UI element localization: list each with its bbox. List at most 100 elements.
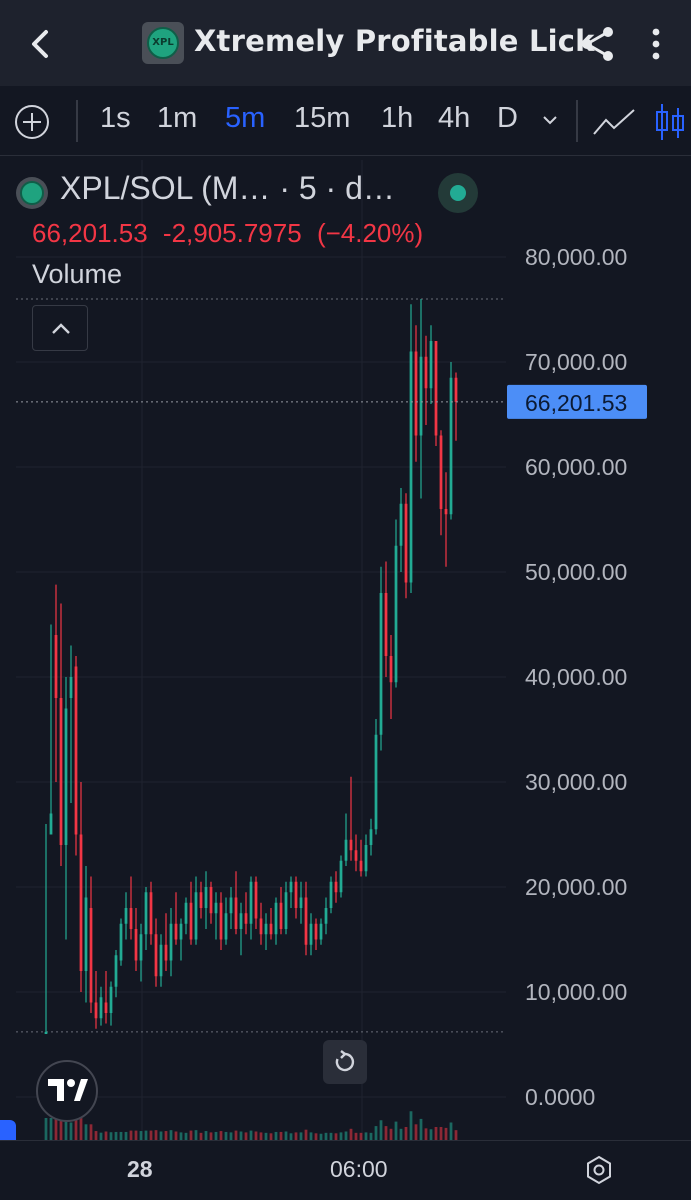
volume-bar bbox=[434, 1127, 438, 1140]
token-logo-small bbox=[16, 177, 48, 209]
y-axis-tick-label: 10,000.00 bbox=[525, 979, 627, 1005]
volume-bar bbox=[274, 1131, 278, 1140]
volume-bar bbox=[419, 1118, 423, 1140]
tradingview-logo-icon[interactable] bbox=[36, 1060, 98, 1122]
candle-body bbox=[359, 860, 363, 872]
candle-body bbox=[454, 377, 458, 402]
symbol-legend[interactable]: XPL/SOL (M… · 5 · d… bbox=[60, 170, 395, 206]
candle-body bbox=[109, 986, 113, 1013]
timeframe-4h[interactable]: 4h bbox=[438, 102, 471, 134]
more-vertical-icon[interactable] bbox=[646, 24, 666, 64]
time-label-0600: 06:00 bbox=[330, 1156, 388, 1182]
volume-bar bbox=[374, 1126, 378, 1140]
volume-bar bbox=[174, 1131, 178, 1140]
volume-bar bbox=[209, 1132, 213, 1140]
market-status-indicator[interactable] bbox=[438, 173, 478, 213]
volume-bar bbox=[369, 1132, 373, 1140]
candle-body bbox=[424, 356, 428, 389]
y-axis-tick-label: 40,000.00 bbox=[525, 664, 627, 690]
status-dot bbox=[450, 185, 466, 201]
candle-body bbox=[179, 923, 183, 940]
candle-body bbox=[49, 813, 53, 835]
share-icon[interactable] bbox=[578, 24, 618, 64]
candlestick-icon[interactable] bbox=[654, 102, 684, 142]
volume-bar bbox=[194, 1130, 198, 1140]
candle-body bbox=[169, 923, 173, 961]
candle-body bbox=[79, 834, 83, 971]
volume-bar bbox=[44, 1118, 48, 1140]
reset-chart-button[interactable] bbox=[323, 1040, 367, 1084]
candle-body bbox=[334, 881, 338, 893]
volume-bar bbox=[299, 1132, 303, 1140]
volume-bar bbox=[144, 1130, 148, 1140]
back-chevron-icon[interactable] bbox=[22, 24, 56, 64]
candle-body bbox=[189, 902, 193, 940]
volume-bar bbox=[409, 1111, 413, 1140]
timeframe-1s[interactable]: 1s bbox=[100, 102, 131, 134]
candle-body bbox=[409, 351, 413, 583]
timeframe-5m[interactable]: 5m bbox=[225, 102, 266, 134]
settings-icon[interactable] bbox=[584, 1155, 614, 1185]
candle-body bbox=[309, 923, 313, 945]
volume-bar bbox=[69, 1122, 73, 1140]
candle-body bbox=[99, 997, 103, 1019]
volume-bar bbox=[254, 1131, 258, 1140]
time-axis[interactable]: 28 06:00 bbox=[0, 1140, 691, 1200]
y-axis-tick-label: 70,000.00 bbox=[525, 349, 627, 375]
volume-bar bbox=[294, 1132, 298, 1140]
candle-body bbox=[134, 929, 138, 961]
candle-body bbox=[209, 887, 213, 914]
token-logo: XPL bbox=[142, 22, 184, 64]
line-chart-icon[interactable] bbox=[592, 104, 636, 140]
volume-bar bbox=[279, 1131, 283, 1140]
candle-body bbox=[74, 666, 78, 835]
candle-body bbox=[324, 908, 328, 924]
candle-body bbox=[444, 509, 448, 515]
volume-bar bbox=[159, 1131, 163, 1140]
candle-body bbox=[419, 356, 423, 436]
plus-circle-icon[interactable] bbox=[14, 104, 50, 140]
volume-bar bbox=[344, 1131, 348, 1140]
timeframe-1h[interactable]: 1h bbox=[381, 102, 414, 134]
volume-bar bbox=[334, 1133, 338, 1140]
candlestick-chart[interactable]: 80,000.00 70,000.00 60,000.00 50,000.00 40,0… bbox=[16, 160, 691, 1140]
candle-body bbox=[449, 377, 453, 515]
timeframe-D[interactable]: D bbox=[497, 102, 518, 134]
price-change: -2,905.7975 bbox=[162, 218, 302, 248]
volume-bar bbox=[449, 1122, 453, 1140]
volume-bar bbox=[139, 1131, 143, 1140]
volume-bar bbox=[349, 1128, 353, 1140]
chart-area[interactable]: 80,000.00 70,000.00 60,000.00 50,000.00 40,0… bbox=[16, 160, 691, 1146]
volume-bar bbox=[204, 1131, 208, 1140]
candle-body bbox=[364, 845, 368, 872]
chevron-down-icon[interactable] bbox=[540, 112, 560, 130]
candle-body bbox=[144, 892, 148, 935]
volume-bar bbox=[229, 1132, 233, 1140]
volume-bar bbox=[304, 1129, 308, 1140]
candle-body bbox=[64, 708, 68, 845]
volume-bar bbox=[289, 1133, 293, 1140]
volume-bar bbox=[54, 1119, 58, 1140]
candle-body bbox=[289, 881, 293, 893]
timeframe-1m[interactable]: 1m bbox=[157, 102, 198, 134]
volume-label[interactable]: Volume bbox=[32, 259, 123, 289]
collapse-legend-button[interactable] bbox=[32, 305, 88, 351]
last-price-tag-label: 66,201.53 bbox=[525, 390, 627, 416]
candle-body bbox=[379, 593, 383, 735]
volume-bar bbox=[79, 1118, 83, 1140]
candle-body bbox=[279, 902, 283, 929]
volume-bar bbox=[119, 1131, 123, 1140]
volume-bar bbox=[364, 1132, 368, 1140]
candle-body bbox=[399, 503, 403, 546]
candle-body bbox=[204, 887, 208, 908]
volume-bar bbox=[439, 1127, 443, 1140]
candle-body bbox=[269, 923, 273, 935]
timeframe-15m[interactable]: 15m bbox=[294, 102, 351, 134]
volume-bar bbox=[314, 1133, 318, 1140]
candle-body bbox=[69, 677, 73, 698]
candle-body bbox=[304, 897, 308, 945]
volume-bar bbox=[264, 1132, 268, 1140]
volume-bar bbox=[224, 1131, 228, 1140]
volume-bar bbox=[429, 1129, 433, 1140]
last-price-tag bbox=[507, 384, 647, 419]
